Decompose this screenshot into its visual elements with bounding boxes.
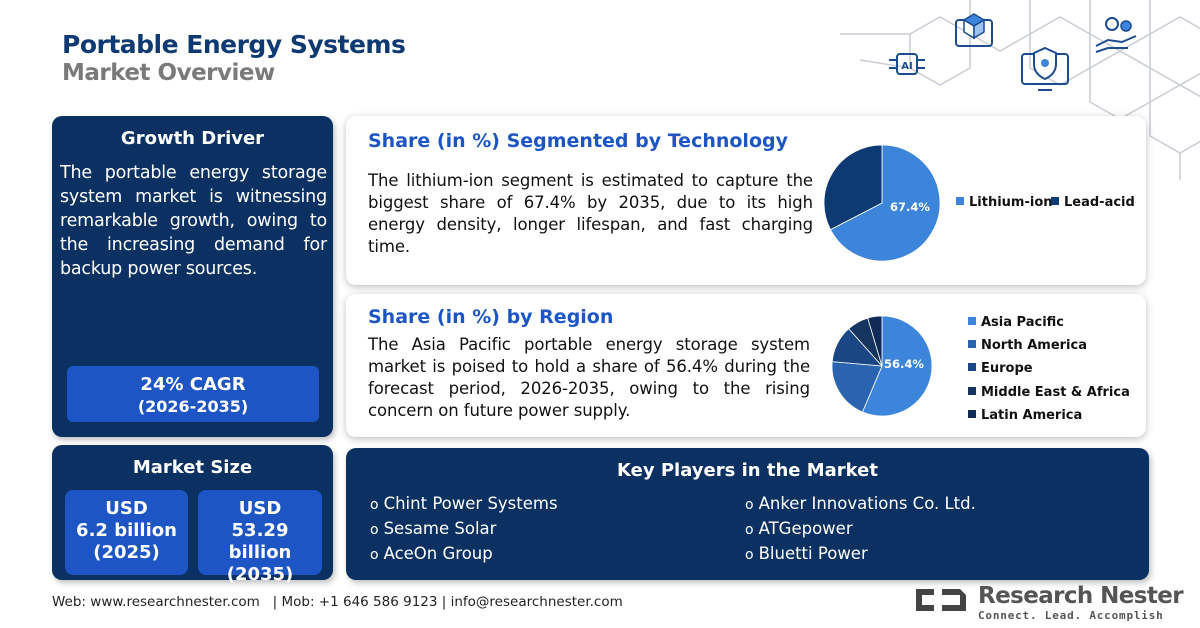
key-players-heading: Key Players in the Market <box>617 460 878 481</box>
market-size-2035-box: USD 53.29 billion (2035) <box>198 490 322 585</box>
legend-label: North America <box>981 338 1087 353</box>
bullet-icon: o <box>370 547 379 563</box>
player-name: Anker Innovations Co. Ltd. <box>758 494 976 513</box>
pie-slice-latin-america <box>867 315 883 367</box>
technology-pie-chart: 67.4% <box>823 144 941 262</box>
legend-swatch <box>1051 197 1059 205</box>
player-item: o Chint Power Systems <box>370 494 558 513</box>
legend-swatch <box>968 387 976 395</box>
legend-swatch <box>968 410 976 418</box>
pie-slice-asia-pacific <box>861 315 933 417</box>
pie-slice-lithium-ion <box>829 144 941 262</box>
research-nester-logo-icon <box>916 589 966 611</box>
svg-text:AI: AI <box>901 61 912 72</box>
bullet-icon: o <box>745 547 754 563</box>
growth-driver-text: The portable energy storage system marke… <box>60 163 327 279</box>
player-name: Chint Power Systems <box>383 494 558 513</box>
technology-share-panel: Share (in %) Segmented by Technology The… <box>346 116 1146 285</box>
market-size-value: 53.29 billion <box>228 520 292 563</box>
market-size-panel: Market Size USD 6.2 billion (2025) USD 5… <box>52 445 333 585</box>
pie-slice-north-america <box>831 361 883 413</box>
pie-data-label: 56.4% <box>884 357 924 371</box>
technology-text: The lithium-ion segment is estimated to … <box>368 171 813 256</box>
cagr-period: (2026-2035) <box>137 397 249 416</box>
player-name: ATGepower <box>758 519 853 538</box>
region-text: The Asia Pacific portable energy storage… <box>368 335 810 420</box>
bullet-icon: o <box>745 497 754 513</box>
legend-label: Asia Pacific <box>981 315 1065 330</box>
growth-driver-panel: Growth Driver The portable energy storag… <box>52 116 333 437</box>
player-name: Bluetti Power <box>758 544 868 563</box>
page-subtitle: Market Overview <box>62 60 275 86</box>
hexagon-icons-decoration <box>840 0 1200 180</box>
player-item: o Sesame Solar <box>370 519 496 538</box>
legend-label: Latin America <box>981 408 1083 423</box>
player-item: o ATGepower <box>745 519 853 538</box>
brand-tagline: Connect. Lead. Accomplish <box>978 609 1164 622</box>
market-size-2025-box: USD 6.2 billion (2025) <box>65 490 188 575</box>
growth-driver-heading: Growth Driver <box>120 128 265 149</box>
currency-label: USD <box>105 498 148 519</box>
legend-swatch <box>968 363 976 371</box>
legend-label: Middle East & Africa <box>981 385 1130 400</box>
cagr-box: 24% CAGR (2026-2035) <box>67 366 319 422</box>
pie-data-label: 67.4% <box>890 200 930 214</box>
market-size-year: (2035) <box>226 564 294 585</box>
currency-label: USD <box>238 498 282 519</box>
player-item: o Anker Innovations Co. Ltd. <box>745 494 976 513</box>
player-name: AceOn Group <box>383 544 493 563</box>
ai-chip-icon: AI <box>889 53 925 75</box>
bullet-icon: o <box>745 522 754 538</box>
legend-item-middle-east-africa: Middle East & Africa <box>968 385 1130 400</box>
market-size-year: (2025) <box>93 542 160 563</box>
legend-item-latin-america: Latin America <box>968 408 1082 423</box>
region-share-panel: Share (in %) by Region The Asia Pacific … <box>346 294 1146 437</box>
player-item: o AceOn Group <box>370 544 493 563</box>
legend-item-asia-pacific: Asia Pacific <box>968 315 1064 330</box>
legend-label: Lithium-ion <box>969 195 1053 210</box>
legend-label: Lead-acid <box>1064 195 1135 210</box>
legend-swatch <box>968 317 976 325</box>
hand-gears-icon <box>1095 17 1137 53</box>
legend-item-north-america: North America <box>968 338 1087 353</box>
key-players-panel: Key Players in the Market o Chint Power S… <box>346 448 1149 580</box>
legend-item-lead-acid: Lead-acid <box>1051 195 1135 210</box>
security-monitor-icon <box>1021 46 1069 91</box>
legend-label: Europe <box>981 361 1033 376</box>
contact-footer: Web: www.researchnester.com | Mob: +1 64… <box>52 594 623 610</box>
brand-name: Research Nester <box>978 583 1184 609</box>
market-size-heading: Market Size <box>132 457 253 478</box>
legend-item-lithium-ion: Lithium-ion <box>956 195 1053 210</box>
market-size-value: 6.2 billion <box>76 520 177 541</box>
page-title: Portable Energy Systems <box>62 30 406 59</box>
region-pie-chart: 56.4% <box>831 315 933 417</box>
bullet-icon: o <box>370 497 379 513</box>
pie-slice-lead-acid <box>823 144 883 231</box>
player-item: o Bluetti Power <box>745 544 868 563</box>
legend-swatch <box>968 340 976 348</box>
legend-item-europe: Europe <box>968 361 1033 376</box>
legend-swatch <box>956 197 964 205</box>
cube-screen-icon <box>955 13 993 47</box>
bullet-icon: o <box>370 522 379 538</box>
player-name: Sesame Solar <box>383 519 497 538</box>
technology-heading: Share (in %) Segmented by Technology <box>368 130 788 152</box>
cagr-value: 24% CAGR <box>140 374 246 395</box>
region-heading: Share (in %) by Region <box>368 306 614 328</box>
